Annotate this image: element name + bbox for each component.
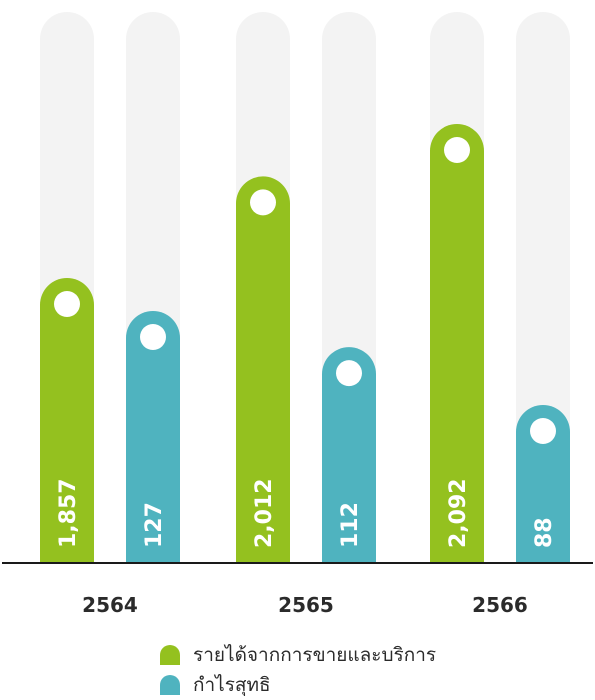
x-axis-baseline bbox=[2, 562, 593, 564]
legend-label-net-profit: กำไรสุทธิ bbox=[193, 673, 271, 696]
bar-marker-series-0-2566 bbox=[444, 137, 470, 163]
bar-chart: 1,857 127 2564 2,012 112 2565 2,092 88 2566 bbox=[2, 12, 593, 617]
bar-series-0-2566 bbox=[430, 124, 484, 562]
bar-series-0-2565 bbox=[236, 176, 290, 562]
legend-item-revenue: รายได้จากการขายและบริการ bbox=[160, 640, 580, 670]
data-label-series-1-2565: 112 bbox=[338, 502, 363, 548]
legend-swatch-net-profit bbox=[160, 675, 180, 695]
legend-item-net-profit: กำไรสุทธิ bbox=[160, 670, 580, 700]
data-label-series-1-2564: 127 bbox=[142, 502, 167, 548]
data-label-series-0-2565: 2,012 bbox=[252, 478, 277, 548]
bar-series-1-2565 bbox=[322, 347, 376, 562]
data-label-series-1-2566: 88 bbox=[532, 517, 557, 548]
legend-swatch-revenue bbox=[160, 645, 180, 665]
bar-marker-series-0-2565 bbox=[250, 189, 276, 216]
x-tick-label-2565: 2565 bbox=[278, 593, 334, 617]
legend: รายได้จากการขายและบริการ กำไรสุทธิ bbox=[160, 640, 580, 700]
bar-marker-series-1-2564 bbox=[140, 324, 166, 350]
bar-marker-series-0-2564 bbox=[54, 291, 80, 317]
x-tick-label-2566: 2566 bbox=[472, 593, 528, 617]
bar-marker-series-1-2565 bbox=[336, 360, 362, 387]
bar-series-1-2564 bbox=[126, 311, 180, 562]
x-tick-label-2564: 2564 bbox=[82, 593, 138, 617]
data-label-series-0-2566: 2,092 bbox=[446, 478, 471, 548]
bar-series-1-2566 bbox=[516, 405, 570, 562]
bar-series-0-2564 bbox=[40, 278, 94, 562]
legend-label-revenue: รายได้จากการขายและบริการ bbox=[193, 643, 437, 666]
bar-marker-series-1-2566 bbox=[530, 418, 556, 444]
data-label-series-0-2564: 1,857 bbox=[56, 478, 81, 548]
